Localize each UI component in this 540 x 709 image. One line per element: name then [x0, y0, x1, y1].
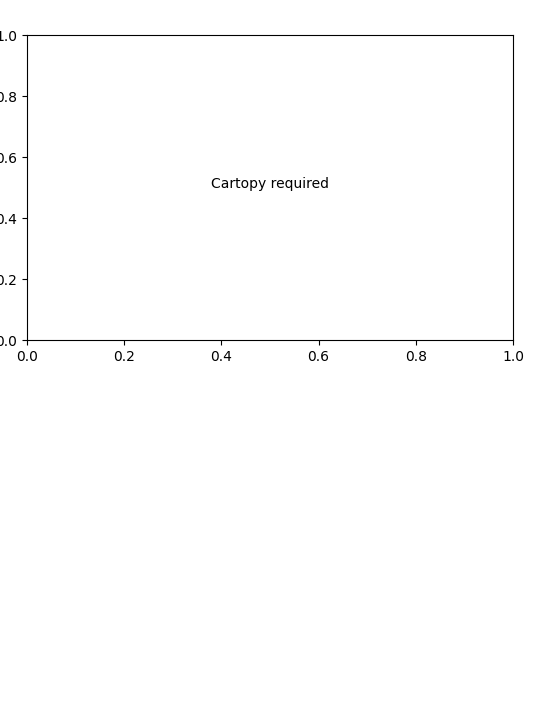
Text: Cartopy required: Cartopy required: [211, 177, 329, 191]
